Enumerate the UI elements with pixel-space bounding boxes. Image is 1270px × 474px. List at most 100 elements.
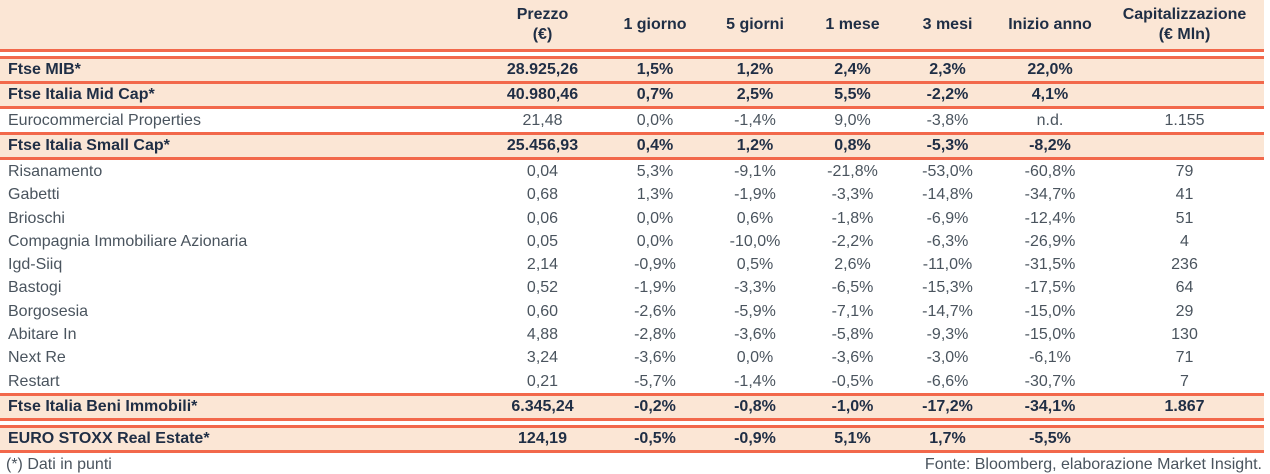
three-months-cell: -53,0% (922, 162, 973, 180)
ytd-cell: 22,0% (1027, 61, 1073, 78)
one-month-cell: 5,5% (834, 86, 871, 103)
table-footer: (*) Dati in punti Fonte: Bloomberg, elab… (0, 453, 1264, 474)
row-label: Brioschi (8, 209, 65, 227)
three-months-cell: -6,3% (926, 232, 969, 250)
footnote-dati-in-punti: (*) Dati in punti (6, 455, 112, 473)
ytd-cell: n.d. (1036, 111, 1064, 129)
three-months-cell: 1,7% (929, 430, 966, 448)
table-header-row: Prezzo (€) 1 giorno 5 giorni 1 mese 3 me… (0, 0, 1264, 52)
index-row: Ftse Italia Small Cap* 25.456,93 0,4% 1,2% 0… (0, 132, 1264, 161)
five-days-cell: 2,5% (736, 86, 774, 103)
row-gap (0, 52, 1264, 56)
three-months-cell: -15,3% (922, 279, 973, 297)
market-cap-cell: 4 (1180, 232, 1189, 250)
three-months-cell: -6,9% (926, 209, 969, 227)
five-days-cell: -1,4% (734, 111, 776, 129)
index-row: Ftse Italia Beni Immobili* 6.345,24 -0,2% -… (0, 393, 1264, 422)
three-months-cell: 2,3% (929, 61, 966, 78)
three-months-cell: -9,3% (926, 326, 969, 344)
three-months-cell: -6,6% (926, 372, 969, 390)
one-month-cell: 0,8% (834, 137, 871, 155)
header-label: Inizio anno (1008, 15, 1092, 33)
prezzo-cell: 0,52 (526, 279, 559, 297)
market-cap-cell: 29 (1175, 302, 1194, 320)
one-month-cell: -2,2% (831, 232, 874, 250)
one-day-cell: 1,5% (636, 61, 674, 78)
ytd-cell: -30,7% (1024, 372, 1076, 390)
stock-row: Eurocommercial Properties 21,48 0,0% -1,4% 9… (0, 109, 1264, 132)
header-label: 3 mesi (922, 15, 973, 33)
one-month-cell: -6,5% (831, 279, 874, 297)
five-days-cell: -10,0% (729, 232, 781, 250)
row-label: Bastogi (8, 279, 62, 297)
five-days-cell: -0,9% (734, 430, 776, 448)
prezzo-cell: 21,48 (522, 111, 563, 129)
one-month-cell: -1,8% (831, 209, 874, 227)
market-cap-cell: 51 (1175, 209, 1194, 227)
one-month-cell: 9,0% (834, 111, 871, 129)
header-label: 1 mese (825, 15, 880, 33)
row-label: Borgosesia (8, 302, 89, 320)
prezzo-cell: 25.456,93 (506, 137, 579, 155)
ytd-cell: -26,9% (1024, 232, 1076, 250)
stock-row: Abitare In 4,88 -2,8% -3,6% -5,8% -9,3% -15,0%… (0, 323, 1264, 346)
three-months-cell: -3,0% (926, 349, 969, 367)
header-cell-capitalizzazione: Capitalizzazione (€ Mln) (1105, 5, 1264, 45)
one-day-cell: 0,0% (636, 111, 674, 129)
one-day-cell: -2,6% (634, 302, 676, 320)
stock-row: Next Re 3,24 -3,6% 0,0% -3,6% -3,0% -6,1% 71 (0, 347, 1264, 370)
one-month-cell: -21,8% (827, 162, 878, 180)
market-cap-cell: 236 (1171, 256, 1198, 274)
three-months-cell: -17,2% (922, 398, 973, 416)
stock-row: Borgosesia 0,60 -2,6% -5,9% -7,1% -14,7% -15,0… (0, 300, 1264, 323)
header-label: 5 giorni (726, 15, 784, 33)
row-label: Igd-Siiq (8, 256, 63, 274)
three-months-cell: -14,7% (922, 302, 973, 320)
five-days-cell: 1,2% (736, 61, 774, 78)
one-month-cell: 2,4% (834, 61, 871, 78)
ytd-cell: 4,1% (1031, 86, 1069, 103)
ytd-cell: -34,7% (1024, 186, 1076, 204)
ytd-cell: -8,2% (1029, 137, 1071, 155)
prezzo-cell: 6.345,24 (511, 398, 574, 416)
header-cell-1-mese: 1 mese (805, 15, 900, 35)
stock-row: Bastogi 0,52 -1,9% -3,3% -6,5% -15,3% -17,5% 64 (0, 277, 1264, 300)
stock-row: Igd-Siiq 2,14 -0,9% 0,5% 2,6% -11,0% -31,5% 236 (0, 253, 1264, 276)
five-days-cell: -3,3% (734, 279, 776, 297)
prezzo-cell: 0,60 (526, 302, 559, 320)
one-month-cell: 5,1% (834, 430, 871, 448)
prezzo-cell: 3,24 (526, 349, 559, 367)
prezzo-cell: 40.980,46 (506, 86, 579, 103)
market-cap-cell: 71 (1175, 349, 1194, 367)
prezzo-cell: 124,19 (518, 430, 567, 448)
header-cell-inizio-anno: Inizio anno (995, 15, 1105, 35)
row-label: Restart (8, 372, 60, 390)
ytd-cell: -12,4% (1024, 209, 1076, 227)
five-days-cell: -9,1% (734, 162, 776, 180)
stock-row: Risanamento 0,04 5,3% -9,1% -21,8% -53,0% -60,… (0, 160, 1264, 183)
ytd-cell: -5,5% (1029, 430, 1071, 448)
one-day-cell: -0,5% (634, 430, 676, 448)
row-label: Gabetti (8, 186, 60, 204)
market-cap-cell: 41 (1175, 186, 1194, 204)
one-day-cell: -0,9% (634, 256, 676, 274)
prezzo-cell: 0,06 (526, 209, 559, 227)
prezzo-cell: 2,14 (526, 256, 559, 274)
ytd-cell: -60,8% (1024, 162, 1076, 180)
stock-row: Compagnia Immobiliare Azionaria 0,05 0,0% -… (0, 230, 1264, 253)
prezzo-cell: 0,05 (526, 232, 559, 250)
row-label: EURO STOXX Real Estate* (8, 430, 210, 448)
five-days-cell: 0,6% (736, 209, 774, 227)
three-months-cell: -14,8% (922, 186, 973, 204)
one-day-cell: 1,3% (636, 186, 674, 204)
prezzo-cell: 0,04 (526, 162, 559, 180)
five-days-cell: -1,9% (734, 186, 776, 204)
header-cell-5-giorni: 5 giorni (705, 15, 805, 35)
one-month-cell: -0,5% (831, 372, 874, 390)
row-label: Eurocommercial Properties (8, 111, 201, 129)
one-month-cell: -1,0% (831, 398, 874, 416)
market-cap-cell: 79 (1175, 162, 1194, 180)
stock-row: Gabetti 0,68 1,3% -1,9% -3,3% -14,8% -34,7% 41 (0, 184, 1264, 207)
five-days-cell: 0,0% (736, 349, 774, 367)
